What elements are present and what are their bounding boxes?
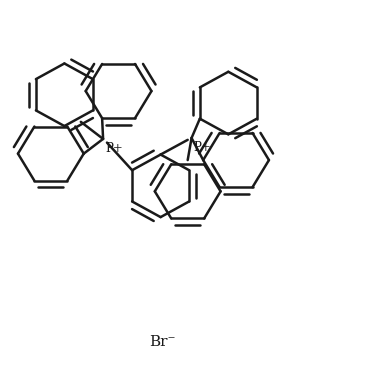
Text: P+: P+ bbox=[105, 142, 123, 155]
Text: P+: P+ bbox=[194, 141, 211, 154]
Text: Br⁻: Br⁻ bbox=[149, 335, 176, 349]
